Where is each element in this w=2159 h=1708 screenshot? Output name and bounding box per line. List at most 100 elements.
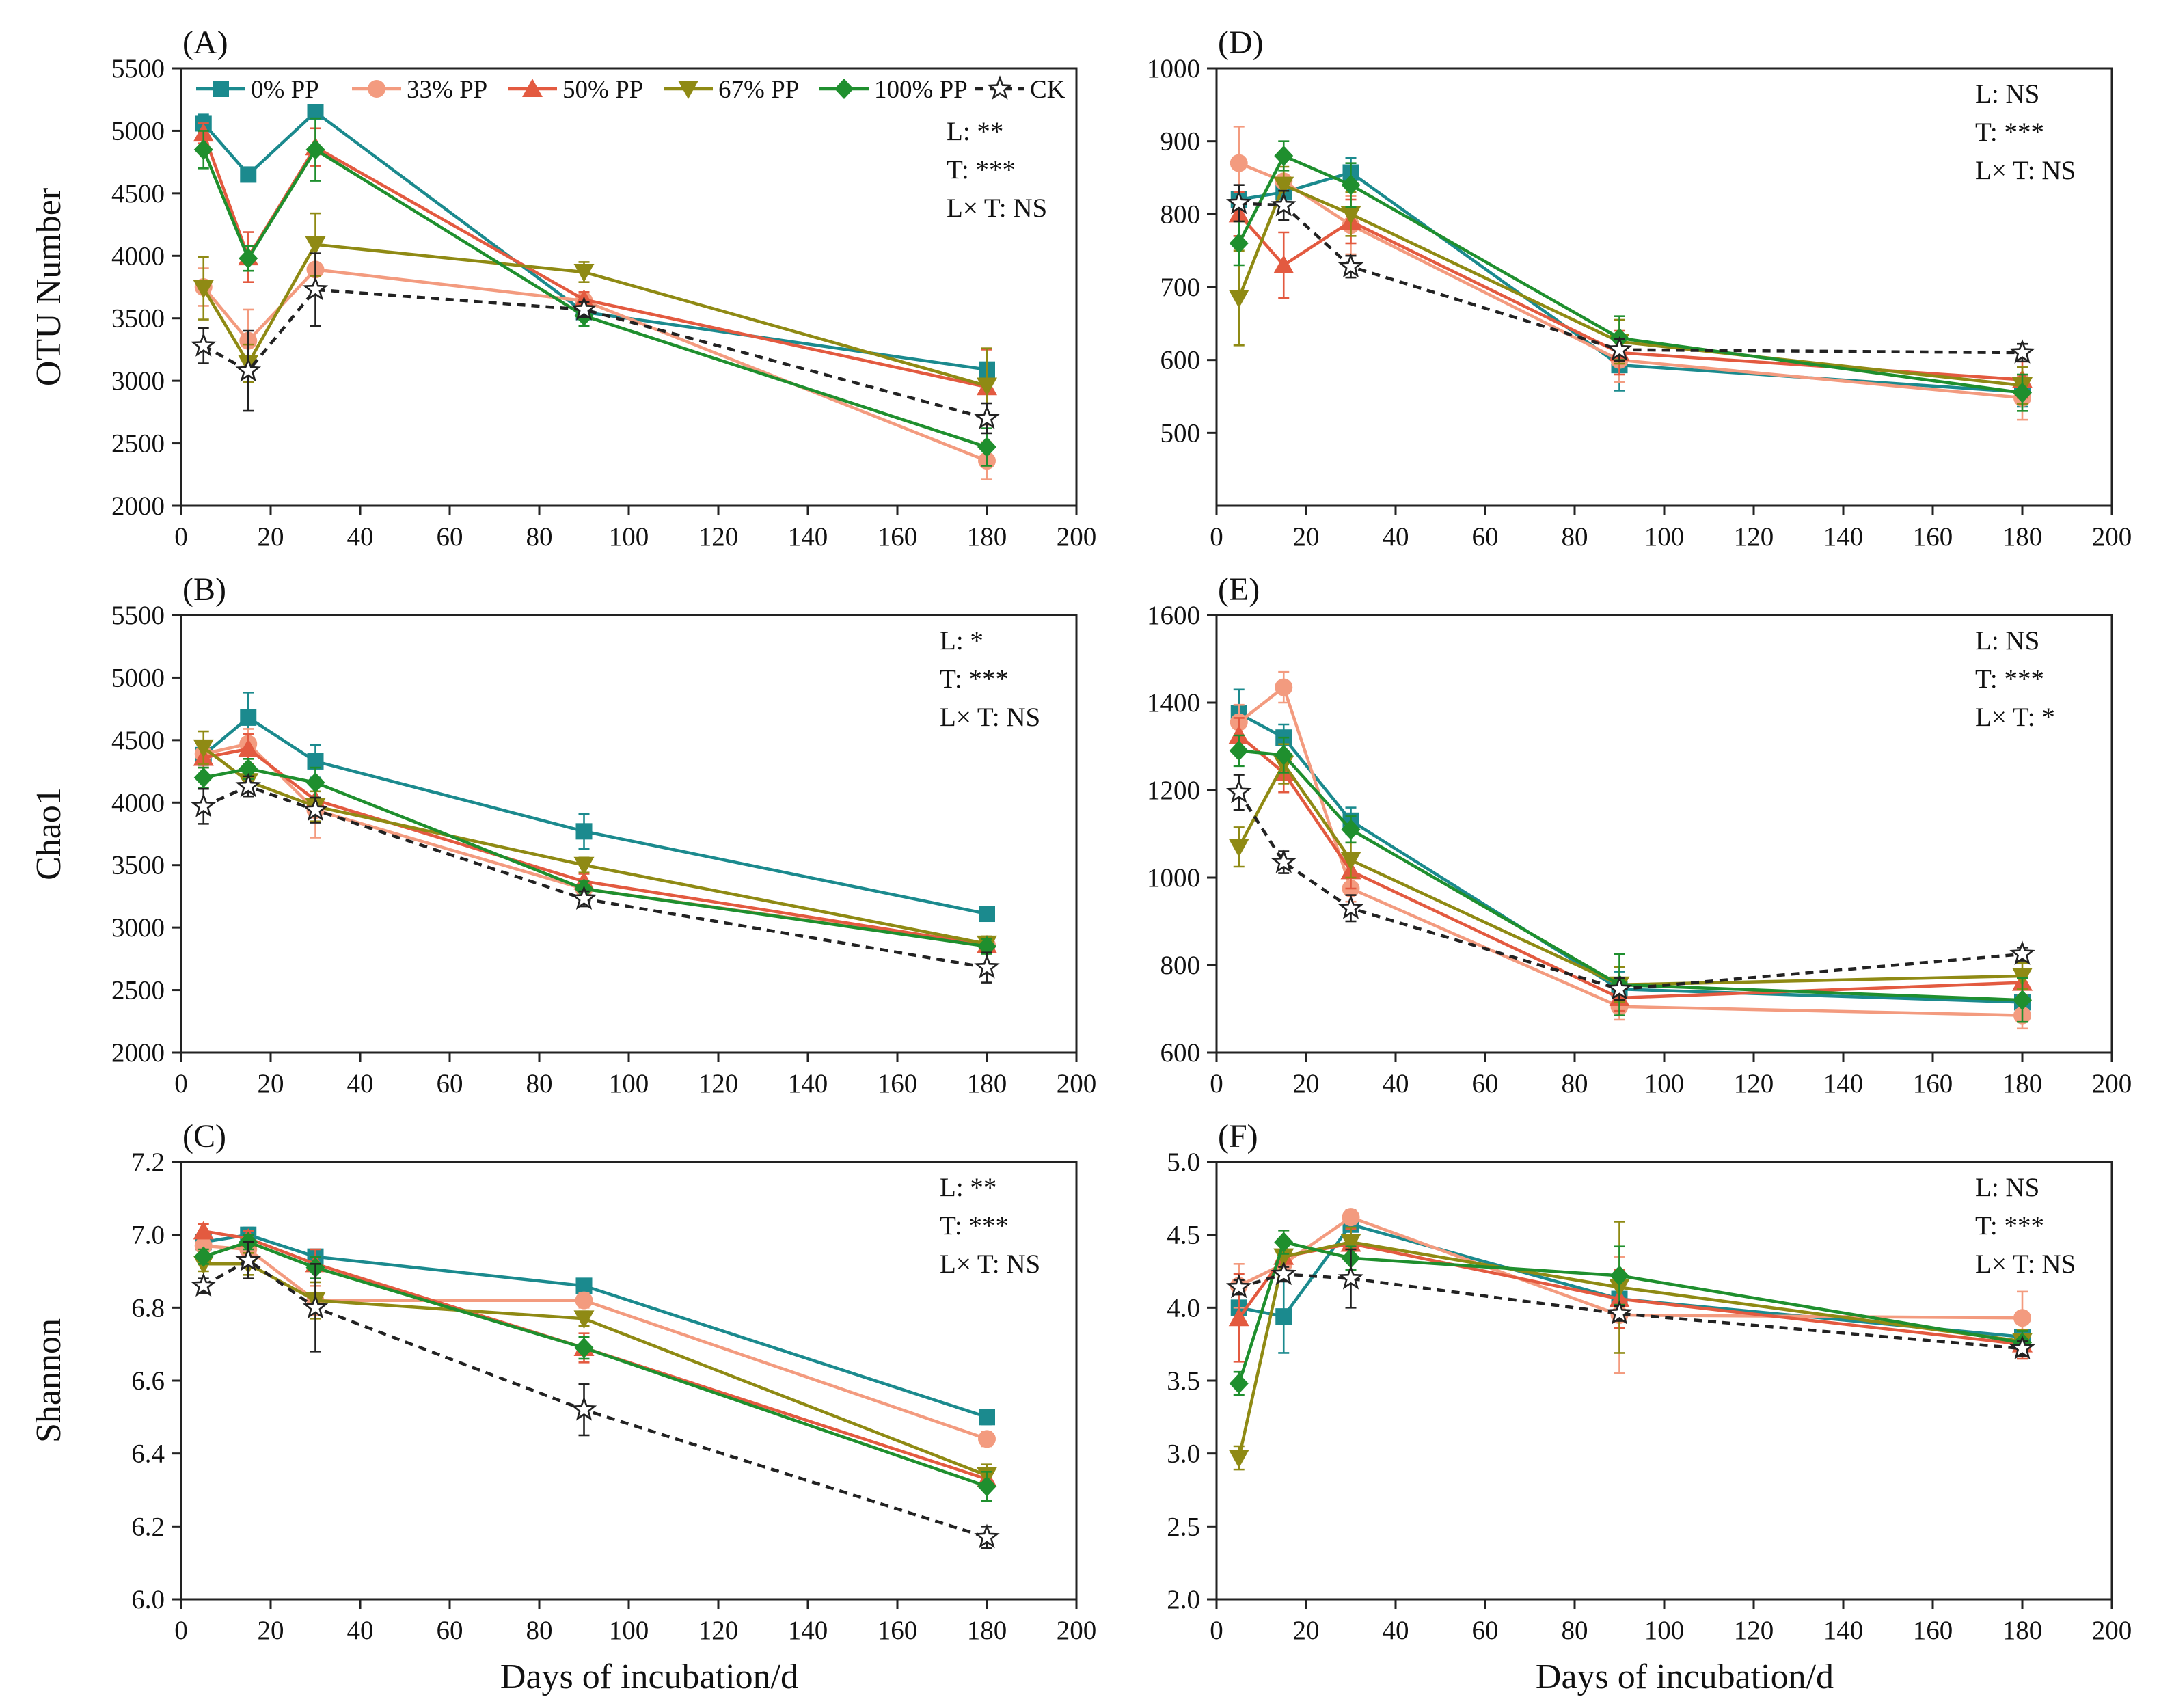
- x-tick-label: 100: [609, 1616, 649, 1645]
- data-point: [1606, 336, 1633, 361]
- x-tick-label: 120: [698, 1069, 739, 1098]
- x-tick-label: 100: [1644, 1069, 1685, 1098]
- series-ck: [190, 1241, 1000, 1549]
- x-tick-label: 20: [1293, 1616, 1320, 1645]
- data-point: [573, 264, 595, 283]
- x-tick-label: 140: [1823, 1069, 1864, 1098]
- y-tick-label: 500: [1160, 418, 1201, 448]
- x-tick-label: 160: [1913, 1069, 1953, 1098]
- x-axis-title: Days of incubation/d: [500, 1657, 798, 1696]
- data-point: [979, 906, 995, 923]
- data-point: [1273, 255, 1294, 273]
- data-point: [1342, 1208, 1360, 1227]
- x-tick-label: 140: [788, 1069, 828, 1098]
- legend-label: 67% PP: [718, 76, 799, 104]
- data-point: [1271, 1260, 1297, 1286]
- data-point: [2009, 940, 2035, 965]
- panel-b: 0 20 40 60 80 100 120 140 160 180 200 2000 2500 3000 3…: [29, 571, 1096, 1098]
- y-tick-label: 6.6: [131, 1366, 165, 1396]
- data-point: [240, 709, 257, 726]
- data-point: [1225, 1273, 1252, 1299]
- data-point: [1228, 1450, 1249, 1469]
- y-tick-label: 3.5: [1167, 1366, 1200, 1396]
- stat-annotation: L: NS: [1975, 79, 2039, 109]
- legend-label: 100% PP: [874, 76, 968, 104]
- x-tick-label: 80: [526, 1616, 553, 1645]
- data-point: [1228, 290, 1249, 308]
- data-point: [978, 1430, 996, 1448]
- x-tick-label: 140: [788, 1616, 828, 1645]
- data-point: [1340, 206, 1361, 225]
- y-axis-title: OTU Number: [29, 188, 68, 386]
- x-tick-label: 0: [1210, 1616, 1223, 1645]
- legend: 0% PP 33% PP 50% PP 67% PP 100% PP CK: [196, 75, 1065, 104]
- stat-annotation: L× T: NS: [1975, 1249, 2076, 1279]
- x-tick-label: 0: [174, 1069, 188, 1098]
- x-tick-label: 200: [1057, 522, 1097, 552]
- series-line: [202, 288, 988, 420]
- y-tick-label: 2000: [111, 1038, 165, 1068]
- y-axis-title: Shannon: [29, 1318, 68, 1443]
- x-tick-label: 100: [1644, 522, 1685, 552]
- x-tick-label: 160: [878, 1616, 918, 1645]
- data-point: [238, 738, 259, 757]
- x-axis-title: Days of incubation/d: [1536, 1657, 1834, 1696]
- data-point: [1228, 725, 1249, 744]
- data-point: [302, 796, 329, 822]
- data-point: [193, 280, 214, 299]
- stat-annotation: L× T: *: [1975, 703, 2055, 732]
- series-0pct-pp: [195, 104, 995, 378]
- series-100pct-pp: [193, 757, 996, 957]
- data-point: [1606, 1300, 1633, 1325]
- x-tick-label: 120: [698, 1616, 739, 1645]
- x-tick-label: 40: [347, 1069, 374, 1098]
- x-tick-label: 40: [1383, 522, 1409, 552]
- x-tick-label: 160: [1913, 1616, 1953, 1645]
- data-point: [1228, 1307, 1249, 1327]
- series-ck: [1225, 184, 2035, 364]
- series-100pct-pp: [193, 117, 996, 467]
- stat-annotation: L× T: NS: [940, 1249, 1040, 1279]
- data-point: [305, 772, 325, 794]
- panel-f: 0 20 40 60 80 100 120 140 160 180 200 2.0 2.5 3.0 3.5 4…: [1167, 1118, 2132, 1696]
- x-tick-label: 180: [967, 522, 1007, 552]
- y-tick-label: 600: [1160, 346, 1201, 375]
- y-tick-label: 2500: [111, 976, 165, 1005]
- data-point: [979, 1409, 995, 1426]
- data-point: [193, 139, 213, 160]
- y-tick-label: 1200: [1147, 776, 1200, 805]
- x-tick-label: 120: [1734, 1069, 1774, 1098]
- y-tick-label: 3000: [111, 366, 165, 396]
- data-point: [2013, 382, 2032, 403]
- data-point: [235, 357, 262, 382]
- y-tick-label: 2.5: [1167, 1512, 1200, 1541]
- data-point: [575, 1277, 593, 1294]
- x-tick-label: 40: [1383, 1616, 1409, 1645]
- data-point: [1271, 191, 1297, 217]
- data-point: [1341, 819, 1361, 840]
- data-point: [977, 377, 997, 396]
- y-tick-label: 600: [1160, 1038, 1201, 1068]
- legend-item-33pct-pp: 33% PP: [352, 76, 487, 104]
- x-tick-label: 40: [347, 1616, 374, 1645]
- x-tick-label: 80: [1562, 522, 1588, 552]
- legend-label: 50% PP: [562, 76, 643, 104]
- legend-marker: [368, 80, 385, 98]
- data-point: [571, 296, 597, 321]
- data-point: [302, 1294, 329, 1319]
- data-point: [1225, 189, 1252, 215]
- data-point: [1338, 1264, 1364, 1290]
- data-point: [974, 1523, 1000, 1549]
- x-tick-label: 140: [1823, 1616, 1864, 1645]
- x-tick-label: 160: [878, 1069, 918, 1098]
- x-tick-label: 180: [967, 1069, 1007, 1098]
- y-axis-title: Chao1: [29, 787, 68, 880]
- panel-e: 0 20 40 60 80 100 120 140 160 180 200 600 800 1000 120…: [1147, 571, 2132, 1098]
- data-point: [1274, 146, 1294, 166]
- y-tick-label: 4500: [111, 179, 165, 208]
- y-tick-label: 6.8: [131, 1293, 165, 1323]
- data-point: [305, 236, 326, 255]
- series-ck: [1225, 1248, 2035, 1359]
- data-point: [193, 1221, 214, 1240]
- data-point: [974, 405, 1000, 429]
